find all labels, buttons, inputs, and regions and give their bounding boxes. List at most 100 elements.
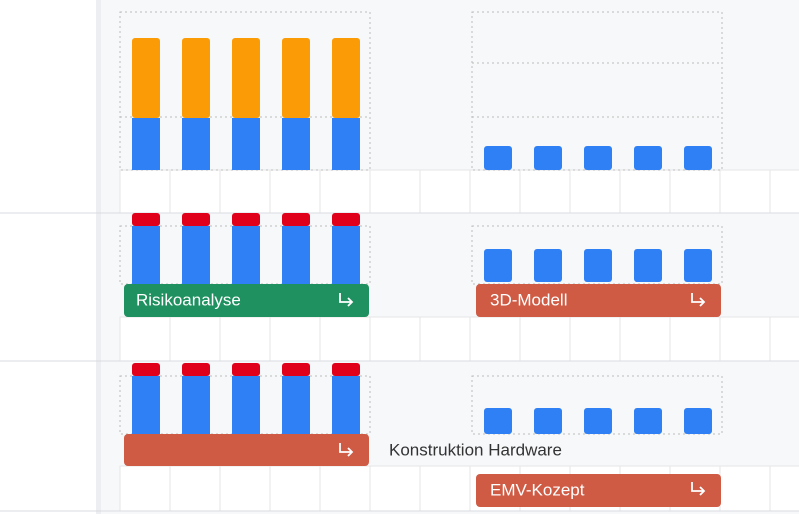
task-bar[interactable]: EMV-Kozept bbox=[476, 474, 721, 507]
load-bar bbox=[132, 213, 160, 226]
day-cell bbox=[469, 316, 521, 362]
day-cell bbox=[569, 316, 621, 362]
day-cell bbox=[219, 316, 271, 362]
load-bar bbox=[684, 146, 712, 170]
load-bar bbox=[584, 249, 612, 282]
day-cell bbox=[369, 169, 421, 214]
load-bar bbox=[484, 249, 512, 282]
load-bar bbox=[232, 226, 260, 284]
capacity-box bbox=[471, 225, 723, 285]
day-cell bbox=[219, 169, 271, 214]
load-bar bbox=[182, 226, 210, 284]
load-bar bbox=[132, 38, 160, 118]
day-cell bbox=[419, 169, 471, 214]
load-bar bbox=[332, 363, 360, 376]
load-bar bbox=[634, 408, 662, 434]
load-bar bbox=[332, 226, 360, 284]
capacity-box bbox=[471, 375, 723, 435]
day-cell bbox=[119, 316, 171, 362]
day-cell bbox=[169, 465, 221, 512]
day-cell bbox=[219, 465, 271, 512]
task-label: EMV-Kozept bbox=[490, 480, 585, 499]
load-bar bbox=[534, 146, 562, 170]
load-bar bbox=[282, 376, 310, 434]
load-bar bbox=[634, 249, 662, 282]
load-bar bbox=[332, 118, 360, 170]
load-bar bbox=[232, 376, 260, 434]
task-label: 3D-Modell bbox=[490, 290, 567, 309]
day-cell bbox=[419, 316, 471, 362]
load-bar bbox=[182, 38, 210, 118]
day-cell bbox=[669, 169, 721, 214]
load-bar bbox=[534, 408, 562, 434]
load-bar bbox=[132, 226, 160, 284]
load-bar bbox=[484, 408, 512, 434]
load-bar bbox=[132, 118, 160, 170]
load-bar bbox=[534, 249, 562, 282]
load-bar bbox=[282, 363, 310, 376]
timeline-background bbox=[100, 0, 799, 514]
day-cell bbox=[719, 316, 771, 362]
load-bar bbox=[584, 146, 612, 170]
load-bar bbox=[282, 38, 310, 118]
load-bar bbox=[684, 408, 712, 434]
load-bar bbox=[182, 118, 210, 170]
day-cell bbox=[719, 465, 771, 512]
load-bar bbox=[232, 363, 260, 376]
day-cell bbox=[569, 169, 621, 214]
day-cell bbox=[269, 465, 321, 512]
capacity-box bbox=[119, 11, 371, 171]
load-bar bbox=[182, 376, 210, 434]
day-cell bbox=[369, 465, 421, 512]
load-bar bbox=[282, 226, 310, 284]
task-label: Konstruktion Hardware bbox=[389, 440, 562, 459]
day-cell bbox=[319, 169, 371, 214]
day-cell bbox=[519, 316, 571, 362]
day-cell bbox=[119, 169, 171, 214]
load-bar bbox=[232, 213, 260, 226]
day-cell bbox=[169, 316, 221, 362]
load-bar bbox=[332, 213, 360, 226]
load-bar bbox=[182, 363, 210, 376]
load-bar bbox=[282, 213, 310, 226]
day-cell bbox=[719, 169, 771, 214]
task-bar[interactable]: 3D-Modell bbox=[476, 284, 721, 317]
day-cell bbox=[769, 465, 799, 512]
task-bar[interactable]: Risikoanalyse bbox=[124, 284, 369, 317]
task-label: Risikoanalyse bbox=[136, 290, 241, 309]
day-cell bbox=[369, 316, 421, 362]
load-bar bbox=[232, 38, 260, 118]
day-cell bbox=[119, 465, 171, 512]
task-bar[interactable] bbox=[124, 434, 369, 466]
load-bar bbox=[132, 363, 160, 376]
load-bar bbox=[584, 408, 612, 434]
day-cell bbox=[769, 169, 799, 214]
day-cell bbox=[619, 316, 671, 362]
resource-panel bbox=[0, 0, 96, 514]
grid bbox=[119, 11, 799, 512]
load-bar bbox=[332, 376, 360, 434]
load-bar bbox=[232, 118, 260, 170]
load-bars bbox=[132, 38, 712, 434]
day-cell bbox=[419, 465, 471, 512]
load-bar bbox=[634, 146, 662, 170]
day-cell bbox=[319, 465, 371, 512]
load-bar bbox=[282, 118, 310, 170]
panel-splitter[interactable] bbox=[96, 0, 101, 514]
day-cell bbox=[319, 316, 371, 362]
day-cell bbox=[469, 169, 521, 214]
capacity-box bbox=[471, 11, 723, 171]
day-cell bbox=[519, 169, 571, 214]
load-bar bbox=[332, 38, 360, 118]
load-bar bbox=[684, 249, 712, 282]
load-bar bbox=[182, 213, 210, 226]
load-bar bbox=[132, 376, 160, 434]
load-bar bbox=[484, 146, 512, 170]
day-cell bbox=[669, 316, 721, 362]
day-cell bbox=[769, 316, 799, 362]
day-cell bbox=[169, 169, 221, 214]
day-cell bbox=[619, 169, 671, 214]
day-cell bbox=[269, 316, 321, 362]
